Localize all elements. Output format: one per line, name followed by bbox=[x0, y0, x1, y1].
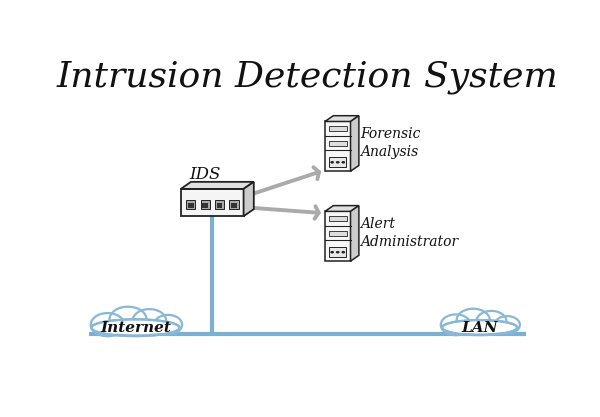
FancyBboxPatch shape bbox=[217, 203, 223, 208]
Text: LAN: LAN bbox=[461, 322, 498, 335]
FancyBboxPatch shape bbox=[229, 200, 239, 208]
FancyBboxPatch shape bbox=[186, 200, 196, 208]
Circle shape bbox=[441, 314, 471, 335]
Circle shape bbox=[109, 306, 146, 332]
FancyBboxPatch shape bbox=[215, 200, 224, 208]
FancyBboxPatch shape bbox=[188, 203, 194, 208]
Circle shape bbox=[91, 313, 124, 336]
Ellipse shape bbox=[91, 319, 179, 336]
Polygon shape bbox=[325, 116, 359, 121]
Polygon shape bbox=[325, 121, 350, 171]
Polygon shape bbox=[181, 189, 244, 216]
Circle shape bbox=[154, 315, 182, 334]
FancyBboxPatch shape bbox=[329, 231, 347, 236]
FancyBboxPatch shape bbox=[329, 126, 347, 131]
Circle shape bbox=[330, 161, 334, 163]
FancyBboxPatch shape bbox=[329, 141, 347, 146]
Circle shape bbox=[336, 251, 340, 254]
Text: Forensic
Analysis: Forensic Analysis bbox=[360, 127, 421, 159]
Text: IDS: IDS bbox=[190, 166, 221, 183]
Text: Alert
Administrator: Alert Administrator bbox=[360, 217, 458, 249]
Circle shape bbox=[457, 309, 490, 332]
Ellipse shape bbox=[442, 320, 517, 335]
FancyBboxPatch shape bbox=[329, 157, 346, 167]
FancyBboxPatch shape bbox=[329, 216, 347, 221]
Polygon shape bbox=[325, 211, 350, 261]
FancyBboxPatch shape bbox=[202, 203, 208, 208]
Polygon shape bbox=[350, 116, 359, 171]
Circle shape bbox=[336, 161, 340, 163]
Polygon shape bbox=[325, 206, 359, 211]
FancyBboxPatch shape bbox=[231, 203, 237, 208]
Polygon shape bbox=[181, 182, 254, 189]
Circle shape bbox=[133, 309, 166, 332]
Circle shape bbox=[476, 311, 506, 332]
FancyBboxPatch shape bbox=[200, 200, 210, 208]
Text: Intrusion Detection System: Intrusion Detection System bbox=[56, 60, 559, 94]
Circle shape bbox=[341, 251, 345, 254]
Polygon shape bbox=[244, 182, 254, 216]
Circle shape bbox=[330, 251, 334, 254]
Ellipse shape bbox=[443, 320, 516, 334]
Polygon shape bbox=[350, 206, 359, 261]
FancyBboxPatch shape bbox=[329, 247, 346, 257]
Text: Internet: Internet bbox=[100, 322, 171, 335]
Circle shape bbox=[341, 161, 345, 163]
Circle shape bbox=[494, 316, 520, 334]
Ellipse shape bbox=[92, 319, 178, 334]
